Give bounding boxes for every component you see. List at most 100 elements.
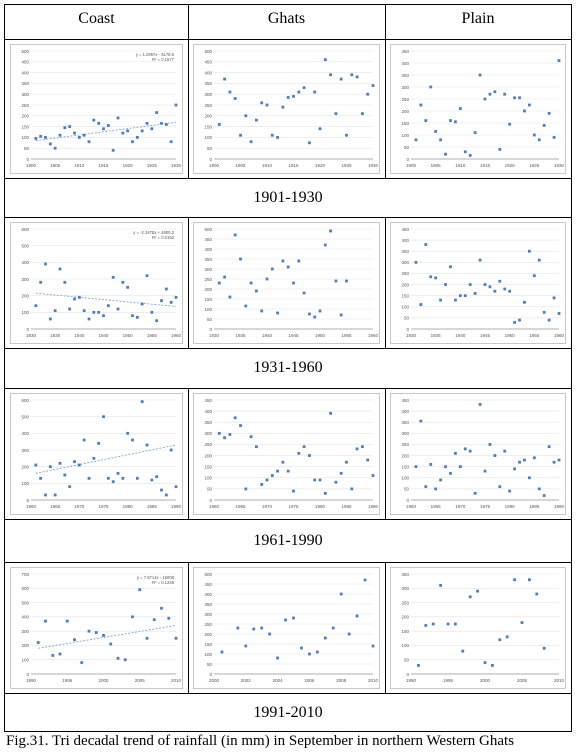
y-tick-label: 100: [204, 652, 212, 657]
y-tick-label: 350: [21, 81, 29, 86]
y-tick-label: 0: [406, 157, 409, 162]
data-point: [73, 638, 76, 642]
y-tick-label: 150: [401, 121, 409, 126]
x-tick-label: 1965: [431, 504, 442, 509]
x-tick-label: 1935: [50, 333, 61, 338]
y-tick-label: 200: [204, 287, 212, 292]
y-tick-label: 450: [401, 227, 409, 232]
data-point: [239, 424, 242, 427]
trend-equation: y = 7.5714x - 15008: [137, 575, 175, 580]
scatter-chart: 0 100 200 300 400 500 600 1960 1965 1970 1975 1980 1…: [10, 393, 183, 515]
x-tick-label: 1950: [315, 333, 326, 338]
data-point: [286, 469, 290, 473]
data-point: [249, 140, 253, 144]
data-point: [473, 292, 477, 295]
y-tick-label: 450: [401, 398, 409, 403]
data-point: [439, 584, 442, 587]
data-point: [483, 97, 487, 101]
data-point: [223, 77, 226, 81]
y-tick-label: 0: [406, 327, 409, 332]
data-point: [265, 277, 269, 281]
x-tick-label: 1930: [406, 333, 417, 338]
y-tick-label: 150: [21, 124, 29, 129]
data-point: [145, 443, 149, 447]
data-point: [135, 136, 139, 139]
y-tick-label: 400: [21, 70, 29, 75]
y-tick-label: 500: [204, 227, 212, 232]
data-point: [537, 487, 541, 491]
data-point: [483, 283, 487, 286]
y-tick-label: 250: [21, 103, 29, 108]
data-point: [87, 317, 91, 321]
plot-row: 0 100 200 300 400 500 600 1960 1965 1970 1975 1980 1…: [5, 388, 571, 520]
data-point: [58, 267, 62, 271]
y-tick-label: 100: [401, 305, 409, 310]
data-point: [424, 624, 428, 627]
data-point: [334, 112, 338, 116]
y-tick-label: 50: [207, 146, 213, 151]
data-point: [431, 622, 435, 626]
data-point: [239, 257, 242, 261]
x-tick-label: 2008: [336, 678, 347, 683]
period-label: 1991-2010: [253, 704, 323, 721]
y-tick-label: 0: [26, 157, 29, 162]
x-tick-label: 1915: [480, 163, 491, 168]
y-tick-label: 250: [401, 271, 409, 276]
y-tick-label: 50: [207, 662, 213, 667]
data-point: [557, 59, 561, 62]
data-point: [318, 478, 322, 482]
data-point: [329, 73, 332, 77]
data-point: [281, 259, 285, 263]
chart-cell-coast: 0 100 200 300 400 500 600 1930 1935 1940 1945 1950 1…: [5, 217, 188, 348]
data-point: [371, 474, 375, 477]
x-tick-label: 1910: [455, 163, 466, 168]
data-point: [260, 483, 264, 486]
y-tick-label: 50: [404, 487, 410, 492]
x-tick-label: 1920: [123, 163, 134, 168]
data-point: [458, 107, 462, 110]
figure-caption: Fig.31. Tri decadal trend of rainfall (i…: [6, 733, 514, 749]
data-point: [329, 411, 332, 415]
data-point: [552, 460, 556, 464]
data-point: [174, 295, 178, 299]
y-tick-label: 100: [21, 135, 29, 140]
data-point: [87, 629, 91, 633]
x-tick-label: 1905: [50, 163, 61, 168]
y-tick-label: 100: [21, 658, 29, 663]
x-tick-label: 1915: [98, 163, 109, 168]
y-tick-label: 0: [209, 327, 212, 332]
scatter-svg: 0 50 100 150 200 250 300 350 400 450 500 1900 1905 19…: [21, 49, 182, 168]
data-point: [478, 258, 482, 262]
data-point: [532, 456, 536, 460]
y-tick-label: 150: [401, 629, 409, 634]
data-point: [308, 652, 311, 656]
data-point: [121, 280, 125, 284]
x-tick-label: 1955: [341, 333, 352, 338]
data-point: [58, 461, 62, 465]
x-tick-label: 1960: [171, 333, 182, 338]
data-point: [302, 291, 306, 295]
chart-cell-plain: 0 50 100 150 200 250 300 350 400 450 1900 1905 1910 1…: [385, 39, 571, 178]
chart-cell-coast: 0 50 100 150 200 250 300 350 400 450 500 1900 1905 19…: [5, 39, 188, 178]
x-tick-label: 1900: [209, 163, 220, 168]
divider: [385, 39, 386, 178]
data-point: [164, 287, 168, 291]
x-tick-label: 2000: [209, 678, 220, 683]
data-point: [106, 304, 110, 308]
y-tick-label: 200: [204, 114, 212, 119]
x-tick-label: 1960: [554, 333, 565, 338]
x-tick-label: 1930: [171, 163, 182, 168]
data-point: [419, 419, 423, 423]
data-point: [249, 281, 253, 285]
data-point: [160, 121, 163, 125]
y-tick-label: 50: [404, 145, 410, 150]
y-tick-label: 200: [21, 114, 29, 119]
x-tick-label: 1960: [209, 504, 220, 509]
data-point: [68, 485, 72, 489]
data-point: [82, 438, 86, 442]
x-tick-label: 2000: [480, 678, 491, 683]
y-tick-label: 400: [401, 409, 409, 414]
x-tick-label: 1905: [431, 163, 442, 168]
y-tick-label: 200: [401, 615, 409, 620]
y-tick-label: 350: [204, 420, 212, 425]
